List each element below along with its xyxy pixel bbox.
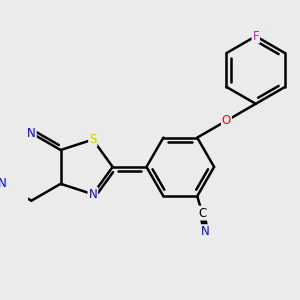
Text: S: S (89, 133, 97, 146)
Text: N: N (27, 127, 36, 140)
Text: O: O (222, 114, 231, 127)
Text: N: N (88, 188, 97, 201)
Text: N: N (0, 177, 7, 190)
Text: N: N (201, 225, 210, 238)
Text: F: F (252, 30, 259, 43)
Text: C: C (198, 207, 206, 220)
